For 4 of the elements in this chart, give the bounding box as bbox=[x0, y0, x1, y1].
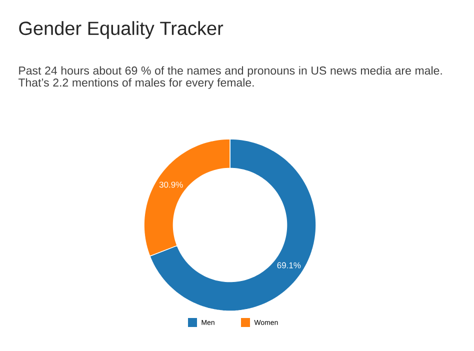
data-label: 69.1% bbox=[277, 262, 301, 268]
chart-title: Gender Equality Tracker bbox=[19, 21, 224, 39]
data-label: 30.9% bbox=[159, 182, 183, 188]
chart-subtitle: Past 24 hours about 69 % of the names and pronouns in US news media are male. That’s 2.2 mentions of males for every female. bbox=[18, 66, 442, 89]
